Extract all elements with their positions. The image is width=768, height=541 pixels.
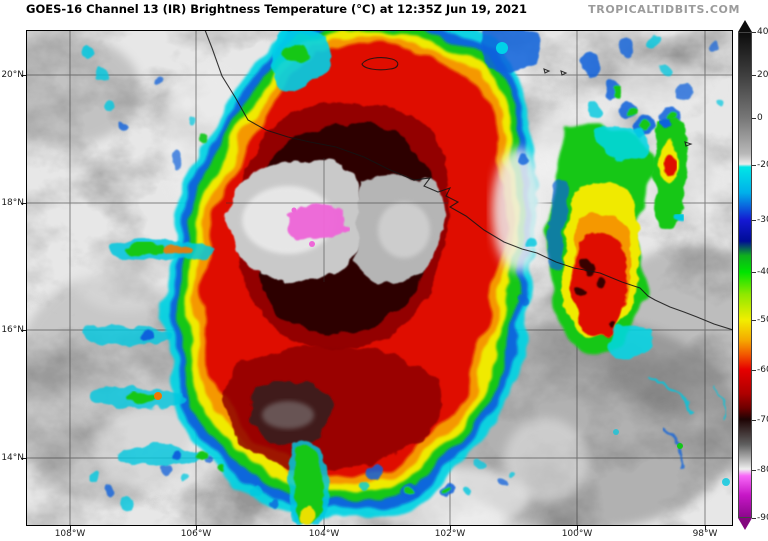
colorbar-tick bbox=[752, 370, 756, 371]
colorbar-tick bbox=[752, 165, 756, 166]
colorbar-tick bbox=[752, 32, 756, 33]
colorbar-label-m20: -20 bbox=[757, 160, 768, 170]
lon-label-106w: 106°W bbox=[180, 529, 212, 539]
colorbar-label-m60: -60 bbox=[757, 365, 768, 375]
colorbar-label-m80: -80 bbox=[757, 465, 768, 475]
lat-tick bbox=[21, 458, 26, 459]
colorbar-tick bbox=[752, 272, 756, 273]
lat-label-20n: 20°N bbox=[1, 70, 24, 80]
lon-tick bbox=[577, 526, 578, 530]
map-canvas bbox=[26, 30, 733, 526]
lat-label-16n: 16°N bbox=[1, 325, 24, 335]
colorbar-label-m40: -40 bbox=[757, 267, 768, 277]
colorbar-label-0: 0 bbox=[757, 113, 763, 123]
page-title: GOES-16 Channel 13 (IR) Brightness Tempe… bbox=[26, 2, 527, 16]
lon-label-100w: 100°W bbox=[561, 529, 593, 539]
lat-label-18n: 18°N bbox=[1, 198, 24, 208]
south-cells bbox=[90, 440, 515, 526]
colorbar-label-m90: -90 bbox=[757, 513, 768, 523]
watermark: TROPICALTIDBITS.COM bbox=[588, 3, 740, 16]
lon-tick bbox=[196, 526, 197, 530]
colorbar bbox=[738, 32, 752, 518]
lat-tick bbox=[21, 75, 26, 76]
lon-tick bbox=[70, 526, 71, 530]
colorbar-tick bbox=[752, 75, 756, 76]
colorbar-label-m50: -50 bbox=[757, 315, 768, 325]
colorbar-arrow-bottom bbox=[738, 518, 752, 530]
west-bands bbox=[81, 240, 214, 467]
lon-tick bbox=[324, 526, 325, 530]
lon-tick bbox=[705, 526, 706, 530]
lon-label-108w: 108°W bbox=[54, 529, 86, 539]
southeast-arcs bbox=[613, 376, 730, 486]
northwest-cells bbox=[81, 45, 210, 166]
colorbar-tick bbox=[752, 470, 756, 471]
colorbar-label-40: 40 bbox=[757, 27, 768, 37]
map-border bbox=[26, 30, 733, 526]
overshooting-tops bbox=[288, 203, 348, 247]
lon-label-104w: 104°W bbox=[308, 529, 340, 539]
satellite-imagery bbox=[26, 30, 733, 526]
colorbar-tick bbox=[752, 118, 756, 119]
lon-label-102w: 102°W bbox=[434, 529, 466, 539]
colorbar-tick bbox=[752, 420, 756, 421]
colorbar-arrow-top bbox=[738, 20, 752, 32]
colorbar-tick bbox=[752, 220, 756, 221]
hurricane-main bbox=[165, 30, 537, 522]
lat-tick bbox=[21, 203, 26, 204]
colorbar-tick bbox=[752, 518, 756, 519]
lon-label-98w: 98°W bbox=[692, 529, 718, 539]
colorbar-tick bbox=[752, 320, 756, 321]
lat-tick bbox=[21, 330, 26, 331]
colorbar-label-m70: -70 bbox=[757, 415, 768, 425]
coastline bbox=[204, 30, 733, 331]
lon-tick bbox=[450, 526, 451, 530]
colorbar-label-20: 20 bbox=[757, 70, 768, 80]
lat-label-14n: 14°N bbox=[1, 453, 24, 463]
colorbar-label-m30: -30 bbox=[757, 215, 768, 225]
east-system bbox=[492, 117, 688, 358]
